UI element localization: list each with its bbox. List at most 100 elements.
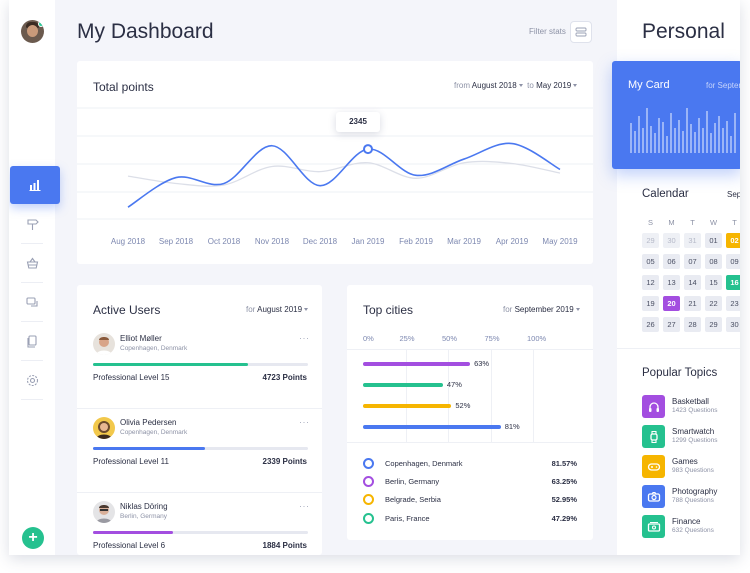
avatar[interactable] — [21, 20, 44, 43]
topic-questions: 983 Questions — [672, 467, 714, 474]
calendar-day[interactable]: 31 — [684, 233, 701, 248]
filter-stats-label[interactable]: Filter stats — [529, 27, 566, 36]
calendar-day[interactable]: 14 — [684, 275, 701, 290]
x-tick-label: 50% — [442, 334, 458, 343]
my-card[interactable]: My Card for Septem — [612, 61, 740, 169]
calendar-day[interactable]: 29 — [642, 233, 659, 248]
topic-item[interactable]: Basketball 1423 Questions — [642, 395, 740, 419]
add-button[interactable]: + — [22, 527, 44, 549]
calendar-day[interactable]: 30 — [726, 317, 740, 332]
calendar-day[interactable]: 28 — [684, 317, 701, 332]
more-options-icon[interactable]: ··· — [299, 501, 310, 511]
weekday-label: S — [647, 218, 653, 227]
calendar-month-select[interactable]: Septer — [727, 190, 740, 199]
nav-shop[interactable] — [9, 244, 55, 282]
my-card-title: My Card — [628, 79, 670, 91]
avatar — [93, 501, 115, 523]
calendar-day[interactable]: 12 — [642, 275, 659, 290]
top-cities-period[interactable]: for September 2019 — [503, 305, 580, 314]
more-options-icon[interactable]: ··· — [299, 333, 310, 343]
decorative-bar — [666, 135, 668, 153]
decorative-bar — [654, 133, 656, 153]
nav-documents[interactable] — [9, 322, 55, 360]
decorative-bar — [682, 130, 684, 153]
topic-item[interactable]: Photography 788 Questions — [642, 485, 740, 509]
grid-line — [490, 350, 492, 442]
topic-name: Basketball — [672, 397, 709, 406]
primary-series-line — [127, 142, 561, 208]
calendar-day[interactable]: 06 — [663, 254, 680, 269]
period-value: September 2019 — [514, 305, 574, 314]
x-tick-label: Mar 2019 — [447, 237, 481, 246]
user-row[interactable]: Elliot Møller Copenhagen, Denmark ··· Pr… — [77, 325, 322, 409]
weekday-label: T — [732, 218, 737, 227]
topic-item[interactable]: Smartwatch 1299 Questions — [642, 425, 740, 449]
calendar-day[interactable]: 22 — [705, 296, 722, 311]
topic-item[interactable]: Games 983 Questions — [642, 455, 740, 479]
calendar-day[interactable]: 23 — [726, 296, 740, 311]
sidebar: + — [9, 0, 60, 555]
active-users-period[interactable]: for August 2019 — [246, 305, 309, 314]
nav-stats[interactable] — [10, 166, 60, 204]
topic-name: Photography — [672, 487, 718, 496]
ring-icon — [363, 513, 374, 524]
user-level: Professional Level 11 — [93, 457, 169, 466]
decorative-bar — [630, 123, 632, 153]
date-range: from August 2018 to May 2019 — [454, 81, 578, 90]
online-status-dot — [38, 21, 44, 27]
nav-settings[interactable] — [9, 361, 55, 399]
user-row[interactable]: Niklas Döring Berlin, Germany ··· Profes… — [77, 493, 322, 555]
grid-line — [533, 350, 534, 442]
avatar — [93, 333, 115, 355]
calendar-day[interactable]: 01 — [705, 233, 722, 248]
city-percent: 47.29% — [551, 514, 577, 523]
x-tick-label: 100% — [527, 334, 547, 343]
topic-questions: 1299 Questions — [672, 437, 718, 444]
calendar-day[interactable]: 13 — [663, 275, 680, 290]
calendar-day[interactable]: 27 — [663, 317, 680, 332]
calendar-day[interactable]: 02 — [726, 233, 740, 248]
my-card-period[interactable]: for Septem — [706, 81, 740, 90]
decorative-bar — [702, 128, 704, 153]
calendar-day[interactable]: 05 — [642, 254, 659, 269]
topic-questions: 788 Questions — [672, 497, 714, 504]
x-tick-label: Dec 2018 — [302, 237, 338, 246]
calendar-day[interactable]: 07 — [684, 254, 701, 269]
decorative-bar — [658, 118, 660, 153]
to-date-select[interactable]: May 2019 — [536, 81, 572, 90]
topic-item[interactable]: Finance 632 Questions — [642, 515, 740, 539]
decorative-bar — [662, 122, 664, 153]
calendar-day[interactable]: 09 — [726, 254, 740, 269]
signpost-icon — [26, 218, 39, 230]
more-options-icon[interactable]: ··· — [299, 417, 310, 427]
dashboard-app: + My Dashboard Filter stats Total points… — [9, 0, 740, 555]
x-tick-label: Oct 2018 — [207, 237, 241, 246]
calendar-day[interactable]: 21 — [684, 296, 701, 311]
calendar-day[interactable]: 15 — [705, 275, 722, 290]
from-label: from — [454, 81, 470, 90]
for-label: for — [246, 305, 256, 314]
calendar-day[interactable]: 26 — [642, 317, 659, 332]
calendar-day[interactable]: 16 — [726, 275, 740, 290]
city-bar — [363, 425, 501, 429]
calendar-day[interactable]: 08 — [705, 254, 722, 269]
decorative-bar — [722, 128, 724, 153]
ring-icon — [363, 494, 374, 505]
user-row[interactable]: Olivia Pedersen Copenhagen, Denmark ··· … — [77, 409, 322, 493]
weekday-label: M — [668, 218, 675, 227]
chevron-down-icon — [573, 84, 578, 87]
filter-icon — [575, 27, 587, 37]
calendar-day[interactable]: 29 — [705, 317, 722, 332]
basket-icon — [26, 257, 38, 269]
calendar-day[interactable]: 19 — [642, 296, 659, 311]
calendar-day[interactable]: 20 — [663, 296, 680, 311]
filter-stats-button[interactable] — [570, 21, 592, 43]
nav-signpost[interactable] — [9, 205, 55, 243]
nav-messages[interactable] — [9, 283, 55, 321]
city-percent: 63.25% — [551, 477, 577, 486]
bar-value-label: 81% — [504, 422, 520, 431]
decorative-bar — [650, 125, 652, 153]
total-points-chart — [77, 107, 593, 220]
calendar-day[interactable]: 30 — [663, 233, 680, 248]
from-date-select[interactable]: August 2018 — [471, 81, 517, 90]
